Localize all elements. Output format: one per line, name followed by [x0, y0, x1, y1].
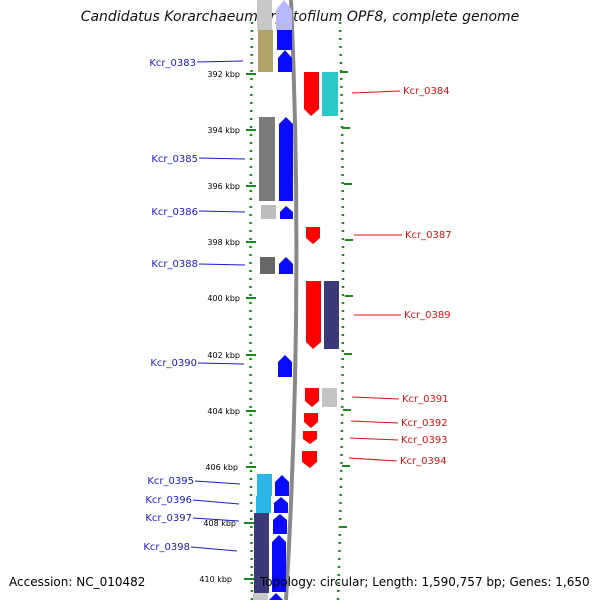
gene-block[interactable]	[260, 257, 275, 274]
cds-arrow[interactable]	[279, 117, 293, 201]
gene-label-left[interactable]: Kcr_0397	[145, 513, 192, 524]
cds-arrow[interactable]	[273, 514, 287, 534]
tick-label: 408 kbp	[203, 519, 236, 528]
tick-label: 398 kbp	[207, 238, 240, 247]
cds-arrow[interactable]	[280, 206, 293, 219]
cds-arrow[interactable]	[278, 355, 292, 377]
left-leader-lines	[190, 60, 246, 552]
tick-label: 404 kbp	[207, 407, 240, 416]
left-homolog-features	[253, 0, 276, 600]
gene-block[interactable]	[322, 388, 337, 407]
accession-text: Accession: NC_010482	[9, 575, 146, 589]
gene-label-right[interactable]: Kcr_0384	[403, 86, 450, 97]
cds-arrow[interactable]	[275, 475, 289, 496]
cds-arrow[interactable]	[279, 257, 293, 274]
tick-label: 392 kbp	[207, 70, 240, 79]
gene-block[interactable]	[259, 117, 275, 201]
right-cds-features	[302, 72, 321, 468]
cds-arrow[interactable]	[305, 388, 319, 407]
gene-block[interactable]	[261, 205, 276, 219]
tick-label: 396 kbp	[207, 182, 240, 191]
right-homolog-features	[322, 72, 339, 407]
gene-label-right[interactable]: Kcr_0393	[401, 435, 448, 446]
cds-arrow[interactable]	[269, 593, 283, 600]
scale-ticks	[244, 73, 256, 580]
tick-label: 406 kbp	[205, 463, 238, 472]
genome-summary-text: Topology: circular; Length: 1,590,757 bp…	[260, 575, 590, 589]
gene-label-right[interactable]: Kcr_0394	[400, 456, 447, 467]
tick-label: 394 kbp	[207, 126, 240, 135]
gene-label-left[interactable]: Kcr_0396	[145, 495, 192, 506]
gene-label-right[interactable]: Kcr_0387	[405, 230, 452, 241]
gene-label-left[interactable]: Kcr_0395	[147, 476, 194, 487]
cds-arrow[interactable]	[272, 535, 286, 592]
gene-label-left[interactable]: Kcr_0388	[151, 259, 198, 270]
right-track-ticks	[339, 71, 353, 528]
cds-arrow[interactable]	[276, 0, 292, 30]
cds-arrow[interactable]	[304, 72, 319, 116]
right-dotted-track	[336, 21, 345, 600]
cds-arrow[interactable]	[306, 227, 320, 244]
gene-block[interactable]	[257, 474, 272, 496]
gene-block[interactable]	[322, 72, 338, 116]
gene-label-left[interactable]: Kcr_0386	[151, 207, 198, 218]
gene-label-left[interactable]: Kcr_0398	[143, 542, 190, 553]
cds-arrow[interactable]	[277, 30, 292, 50]
gene-block[interactable]	[253, 593, 268, 600]
cds-arrow[interactable]	[278, 50, 292, 72]
left-cds-features	[269, 0, 293, 600]
left-dotted-track	[249, 21, 254, 600]
gene-label-left[interactable]: Kcr_0390	[150, 358, 197, 369]
genome-backbone	[284, 0, 299, 600]
cds-arrow[interactable]	[302, 451, 317, 468]
cds-arrow[interactable]	[303, 431, 317, 444]
gene-label-left[interactable]: Kcr_0383	[149, 58, 196, 69]
gene-block[interactable]	[257, 0, 272, 30]
gene-label-right[interactable]: Kcr_0391	[402, 394, 449, 405]
gene-label-left[interactable]: Kcr_0385	[151, 154, 198, 165]
gene-block[interactable]	[324, 281, 339, 349]
tick-label: 402 kbp	[207, 351, 240, 360]
gene-block[interactable]	[256, 496, 271, 513]
gene-label-right[interactable]: Kcr_0392	[401, 418, 448, 429]
cds-arrow[interactable]	[274, 497, 288, 513]
map-title: Candidatus Korarchaeum cryptofilum OPF8,…	[80, 9, 520, 25]
tick-label: 410 kbp	[199, 575, 232, 584]
gene-block[interactable]	[258, 30, 273, 72]
cds-arrow[interactable]	[304, 413, 318, 428]
gene-label-right[interactable]: Kcr_0389	[404, 310, 451, 321]
right-leader-lines	[348, 90, 402, 462]
tick-label: 400 kbp	[207, 294, 240, 303]
cds-arrow[interactable]	[306, 281, 321, 349]
gene-block[interactable]	[254, 513, 269, 593]
